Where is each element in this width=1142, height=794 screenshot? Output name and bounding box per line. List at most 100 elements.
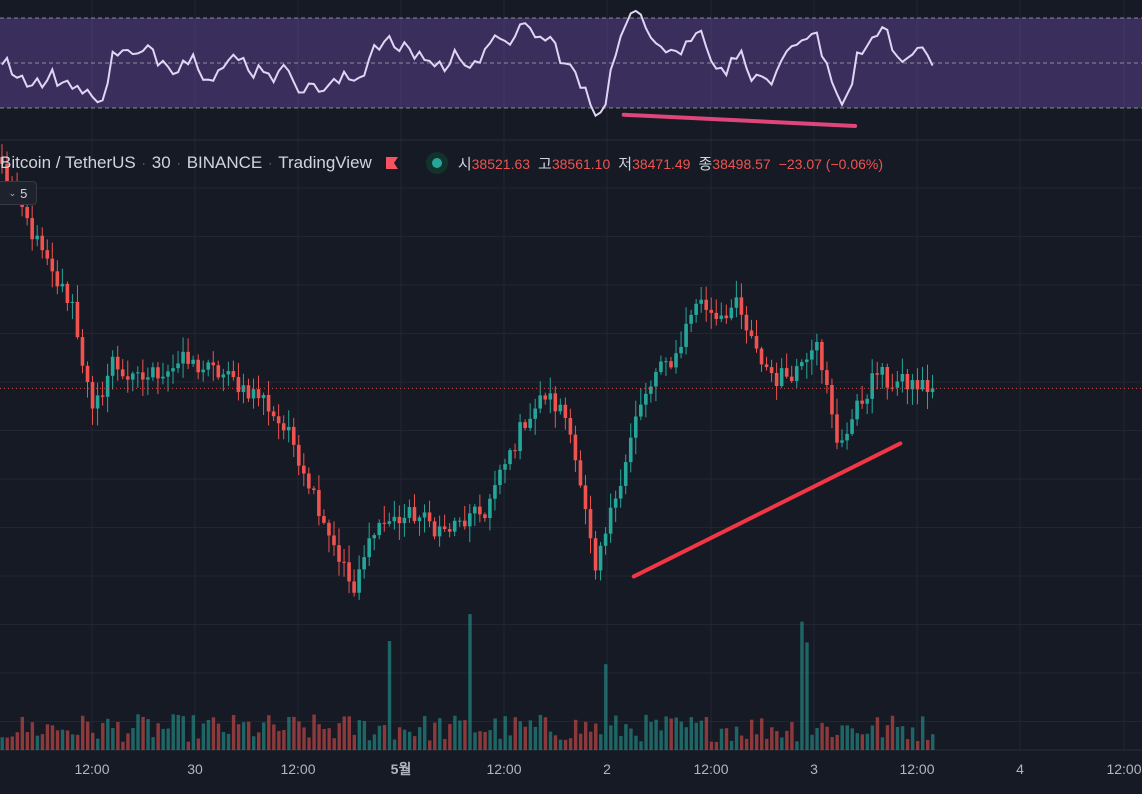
candle-body: [930, 388, 935, 393]
candle: [377, 519, 382, 540]
candle-body: [55, 271, 60, 287]
candle: [623, 454, 628, 495]
candle: [146, 367, 150, 395]
volume-bar: [136, 714, 140, 750]
candle-body: [764, 364, 769, 368]
volume-bar: [694, 722, 699, 750]
candle-body: [141, 372, 145, 380]
candle: [105, 363, 110, 413]
candle: [679, 331, 683, 359]
time-axis-label: 12:00: [74, 761, 109, 777]
candle-body: [734, 297, 739, 308]
candle-body: [558, 404, 563, 412]
candle-body: [226, 371, 231, 375]
volume-bar: [478, 731, 482, 750]
candle: [578, 450, 583, 488]
candle: [820, 339, 824, 384]
candle-body: [925, 380, 930, 393]
candle-body: [45, 250, 50, 259]
candle: [613, 490, 618, 523]
volume-bar: [352, 734, 356, 750]
candle-body: [181, 351, 185, 364]
candle-body: [769, 367, 774, 374]
candle: [654, 368, 658, 402]
volume-bar: [855, 733, 859, 750]
interval-label[interactable]: 30: [151, 153, 171, 172]
candle-body: [80, 337, 85, 366]
volume-bar: [840, 725, 844, 750]
candle: [583, 475, 588, 525]
trendline-layer[interactable]: [621, 112, 903, 579]
candle: [618, 469, 623, 508]
candle: [422, 504, 427, 533]
candle: [553, 386, 558, 428]
candle-body: [855, 400, 859, 420]
candle: [669, 356, 673, 370]
indicators-toggle-button[interactable]: ⌄ 5: [0, 181, 37, 205]
candle: [171, 354, 175, 384]
volume-bar: [493, 718, 497, 750]
volume-bar: [141, 716, 145, 750]
red-flag-icon[interactable]: [385, 157, 398, 169]
candle-body: [90, 382, 95, 409]
candle: [769, 359, 774, 382]
candle-body: [583, 485, 588, 510]
candle-body: [628, 437, 633, 463]
candle-body: [347, 562, 351, 582]
candle-body: [810, 350, 814, 360]
volume-bar: [307, 737, 311, 750]
volume-bar: [417, 727, 422, 750]
candle: [327, 519, 331, 553]
candle-body: [644, 393, 648, 405]
candle-body: [115, 356, 120, 370]
candle-body: [146, 377, 150, 380]
candle-body: [905, 374, 910, 390]
candle: [457, 517, 462, 527]
open-value: 38521.63: [471, 155, 531, 172]
volume-bar: [875, 717, 880, 750]
candle: [628, 423, 633, 473]
candle-body: [50, 258, 55, 272]
volume-bar: [45, 724, 50, 750]
candle-body: [623, 462, 628, 486]
candle: [603, 527, 608, 555]
candle: [739, 283, 744, 330]
candle-body: [880, 366, 885, 375]
candle: [256, 375, 261, 407]
candle-body: [201, 369, 205, 373]
volume-bar: [397, 727, 402, 750]
symbol-name[interactable]: Bitcoin / TetherUS: [0, 153, 136, 172]
volume-bar: [649, 721, 653, 750]
volume-bar: [568, 738, 573, 750]
candle: [714, 299, 719, 326]
status-dot-icon: [431, 158, 442, 168]
volume-bar: [121, 741, 125, 750]
candle-body: [784, 368, 789, 377]
candle-body: [739, 297, 744, 315]
candle-body: [130, 373, 135, 380]
candle-body: [789, 376, 794, 381]
market-status-indicator[interactable]: [425, 152, 448, 174]
candle: [483, 512, 487, 522]
candle: [241, 373, 246, 404]
volume-bar: [262, 722, 266, 750]
candle-body: [110, 356, 115, 376]
volume-bar: [895, 726, 900, 750]
candle: [382, 505, 387, 532]
volume-bar: [453, 715, 457, 750]
candle: [573, 425, 578, 472]
candle-body: [779, 368, 784, 387]
volume-bar: [699, 720, 704, 750]
candle: [65, 281, 70, 311]
volume-bar: [287, 716, 291, 750]
candle-body: [483, 514, 487, 518]
candle: [789, 365, 794, 384]
legend-separator: ·: [268, 156, 273, 170]
open-label: 시: [457, 155, 472, 173]
volume-bar: [106, 718, 110, 750]
candle-body: [467, 513, 472, 527]
candle-body: [704, 299, 708, 310]
candle: [805, 352, 809, 379]
